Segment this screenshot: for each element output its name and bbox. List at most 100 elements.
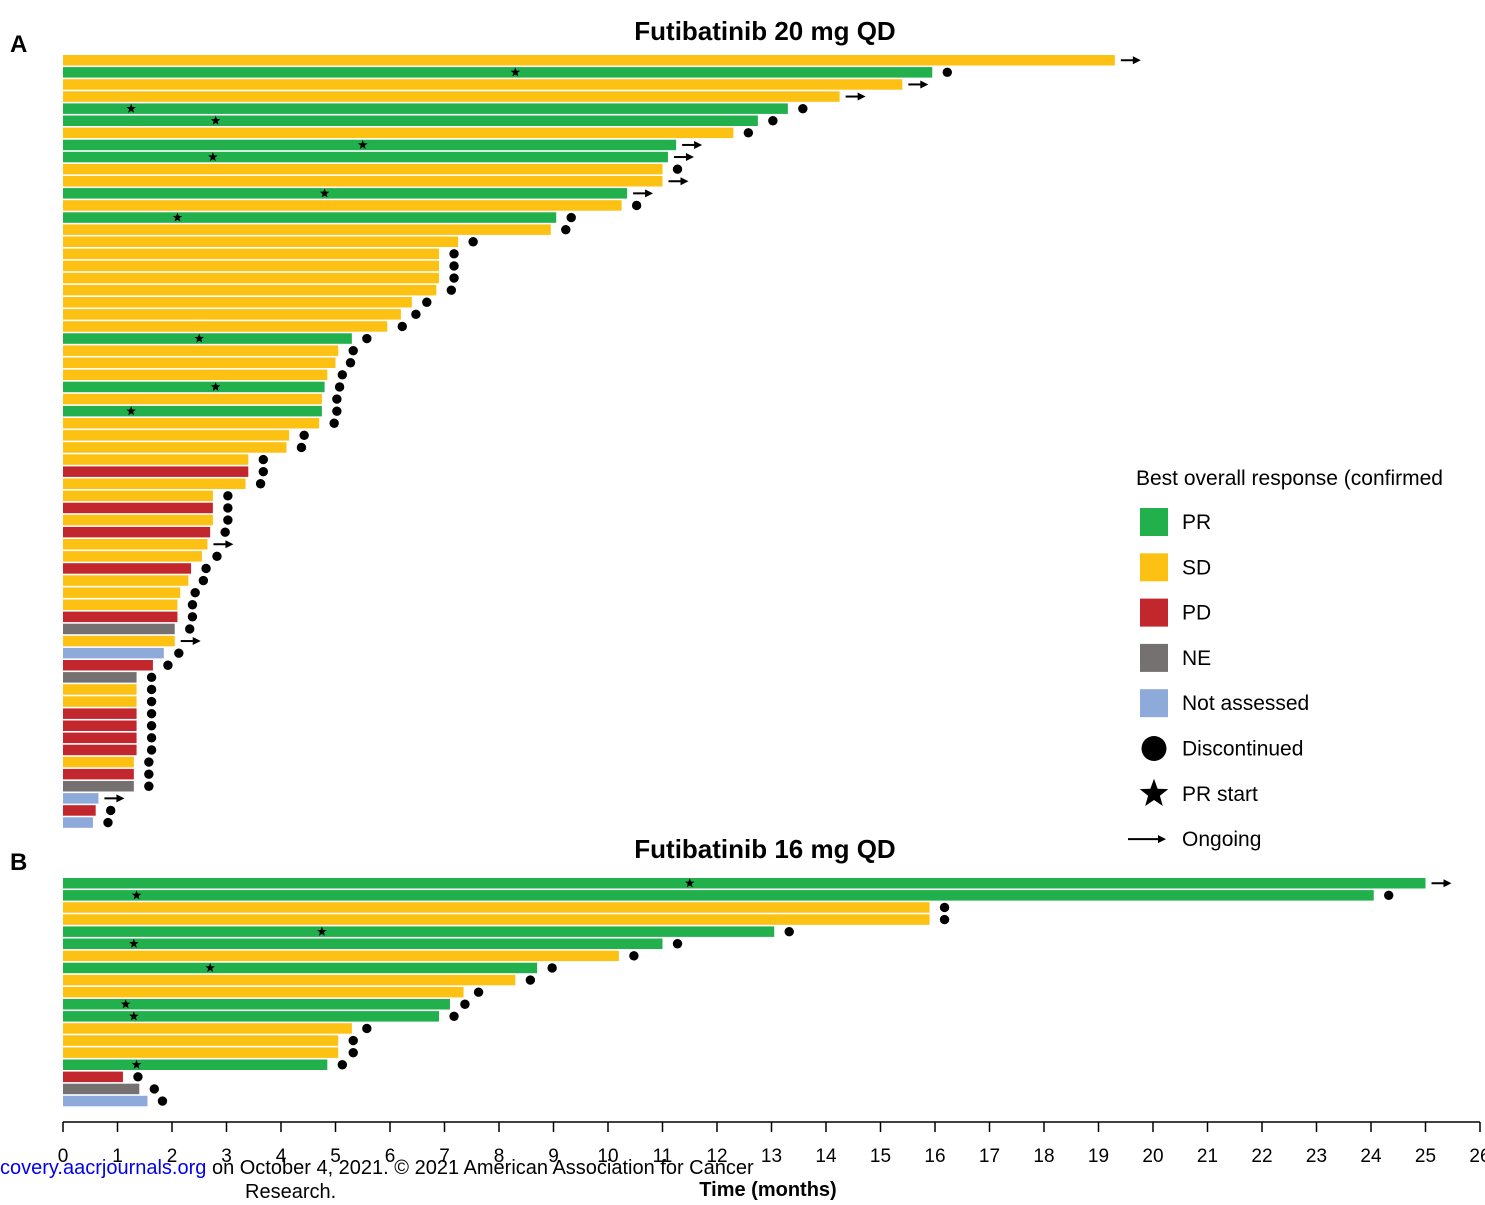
bar-15 <box>63 224 551 235</box>
x-tick-label: 10 <box>597 1146 618 1167</box>
discontinued-marker <box>163 660 173 670</box>
bar-37 <box>63 490 213 502</box>
x-tick-label: 17 <box>979 1146 1000 1167</box>
legend-title: Best overall response (confirmed <box>1136 467 1443 490</box>
footer-link[interactable]: covery.aacrjournals.org <box>0 1157 207 1179</box>
pr-start-marker <box>205 962 215 972</box>
discontinued-marker <box>337 370 348 380</box>
bar-41 <box>63 539 208 550</box>
discontinued-marker <box>1384 890 1394 901</box>
bar-59 <box>63 756 134 768</box>
legend-label: Discontinued <box>1182 738 1303 761</box>
legend-item-ongoing: Ongoing <box>1128 828 1261 851</box>
bar-20 <box>63 284 437 296</box>
x-tick-label: 11 <box>653 1146 673 1167</box>
x-tick-label: 12 <box>706 1146 727 1167</box>
discontinued-marker <box>223 491 233 501</box>
discontinued-marker <box>103 817 113 828</box>
bar-3 <box>63 79 903 90</box>
discontinued-marker <box>334 382 345 392</box>
bar-47 <box>63 611 178 623</box>
bar-22 <box>63 309 401 320</box>
ongoing-arrow <box>668 177 689 186</box>
bar-18 <box>63 260 440 272</box>
discontinued-marker <box>411 309 421 320</box>
x-tick-label: 24 <box>1360 1146 1382 1167</box>
bar-19 <box>63 1095 148 1107</box>
bar-32 <box>63 430 290 441</box>
legend-swatch <box>1140 689 1168 718</box>
discontinued-marker <box>144 757 154 767</box>
discontinued-marker <box>329 418 339 428</box>
bar-33 <box>63 442 287 453</box>
x-tick-label: 21 <box>1197 1146 1218 1167</box>
x-tick-label: 14 <box>815 1146 837 1167</box>
x-axis-title: Time (months) <box>699 1179 836 1201</box>
discontinued-marker <box>157 1096 168 1106</box>
legend-label: PR start <box>1182 783 1258 806</box>
panel-b-title: Futibatinib 16 mg QD <box>634 834 895 864</box>
discontinued-marker <box>939 902 950 913</box>
x-tick-label: 20 <box>1142 1146 1163 1167</box>
legend-label: Ongoing <box>1182 828 1261 851</box>
legend-item-sd: SD <box>1140 553 1211 582</box>
bar-63 <box>63 805 96 816</box>
bar-25 <box>63 345 339 356</box>
bar-44 <box>63 575 189 586</box>
bar-28 <box>63 381 325 393</box>
discontinued-marker <box>198 575 209 586</box>
discontinued-marker <box>525 975 536 985</box>
ongoing-arrow <box>1120 56 1141 65</box>
discontinued-marker <box>187 612 198 622</box>
bar-53 <box>63 684 137 695</box>
legend-item-pr: PR <box>1140 508 1211 536</box>
bar-58 <box>63 744 137 756</box>
discontinued-marker <box>190 587 200 598</box>
x-tick-label: 4 <box>276 1146 287 1167</box>
discontinued-marker <box>187 600 198 610</box>
discontinued-marker <box>144 769 154 779</box>
bar-11 <box>63 176 663 187</box>
bar-42 <box>63 551 202 562</box>
bar-9 <box>63 151 668 163</box>
pr-start-marker <box>129 938 139 948</box>
bar-10 <box>63 986 464 998</box>
discontinued-marker <box>174 648 184 658</box>
bar-14 <box>63 212 557 223</box>
bar-13 <box>63 1023 352 1034</box>
pr-start-marker <box>172 212 183 222</box>
x-tick-label: 22 <box>1251 1146 1272 1167</box>
discontinued-marker <box>146 733 157 743</box>
discontinued-marker <box>223 515 233 525</box>
discontinued-marker <box>939 914 950 925</box>
legend-star-icon <box>1139 778 1169 806</box>
pr-start-marker <box>120 999 131 1009</box>
legend-swatch <box>1140 508 1168 536</box>
bar-39 <box>63 514 213 526</box>
bar-16 <box>63 1059 328 1070</box>
discontinued-marker <box>629 951 639 961</box>
discontinued-marker <box>449 273 459 283</box>
discontinued-marker <box>296 442 307 453</box>
panel-b-bars <box>63 878 1452 1107</box>
bar-21 <box>63 297 412 308</box>
ongoing-arrow <box>682 140 703 149</box>
legend-swatch <box>1140 598 1168 627</box>
bar-55 <box>63 708 137 719</box>
discontinued-marker <box>258 466 268 477</box>
discontinued-marker <box>185 624 195 634</box>
bar-57 <box>63 732 137 744</box>
bar-60 <box>63 768 134 780</box>
discontinued-marker <box>460 999 470 1009</box>
bar-38 <box>63 502 213 514</box>
bar-4 <box>63 91 840 102</box>
x-tick-label: 18 <box>1033 1146 1054 1167</box>
discontinued-marker <box>255 479 266 489</box>
bar-26 <box>63 357 336 368</box>
bar-34 <box>63 454 249 465</box>
discontinued-marker <box>768 116 778 126</box>
discontinued-marker <box>547 963 557 973</box>
discontinued-marker <box>449 1011 459 1022</box>
bar-61 <box>63 781 134 792</box>
bar-2 <box>63 890 1374 901</box>
